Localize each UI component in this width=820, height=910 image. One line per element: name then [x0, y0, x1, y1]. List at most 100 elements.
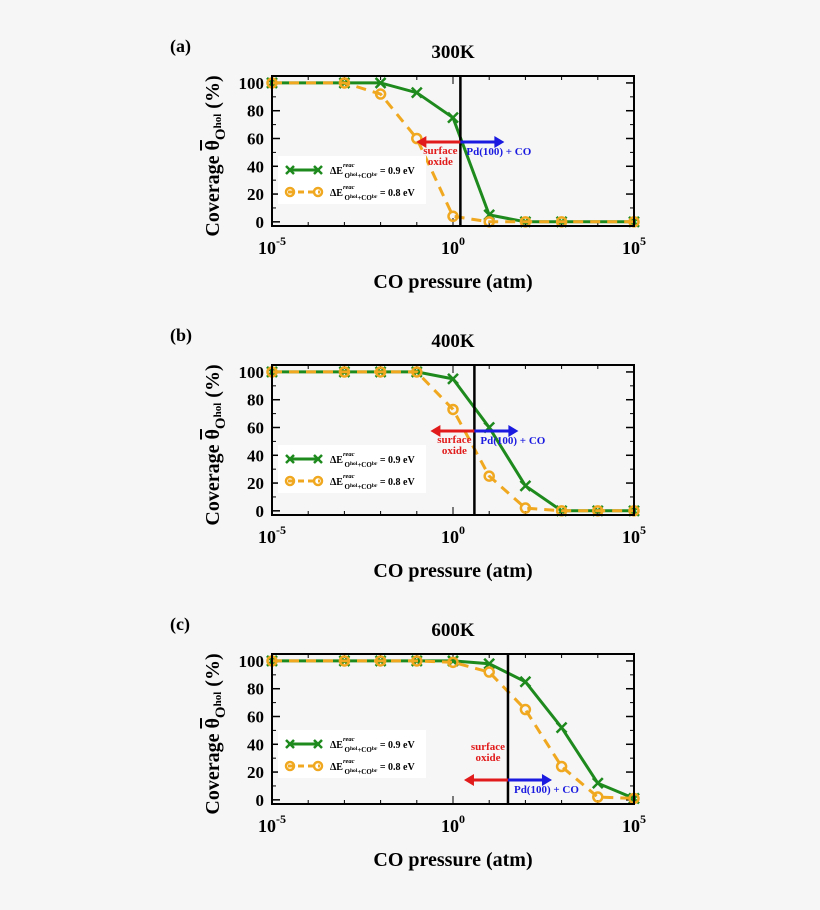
- y-tick-label: 100: [239, 652, 265, 671]
- data-point-o: [555, 760, 568, 773]
- y-tick-label: 100: [239, 363, 265, 382]
- data-point-x: [374, 77, 387, 89]
- x-tick-label: 105: [622, 234, 646, 258]
- x-tick-label: 10-5: [258, 812, 286, 836]
- panel-title: 600K: [431, 620, 475, 641]
- data-point-o: [411, 366, 423, 378]
- legend-label: ΔEreac Ohol+CObr = 0.8 eV: [330, 758, 415, 776]
- y-tick-label: 100: [239, 74, 265, 93]
- arrow-left-red: [430, 425, 475, 437]
- panel-label: (c): [170, 614, 190, 635]
- y-tick-label: 60: [247, 708, 264, 727]
- data-point-o: [447, 656, 459, 669]
- series-line-1: [272, 659, 635, 800]
- plot-frame: [271, 364, 635, 516]
- x-tick-label: 105: [622, 523, 646, 547]
- legend-marker-o: [284, 186, 296, 198]
- legend-label: ΔEreac Ohol+CObr = 0.9 eV: [330, 162, 415, 180]
- panel-600k: (c) 600K 0 20 40 60 80 100 10-5 100 105 CO pressure…: [170, 614, 646, 871]
- annotation-surface-oxide: surface oxide: [437, 434, 471, 457]
- legend-label: ΔEreac Ohol+CObr = 0.8 eV: [330, 184, 415, 202]
- y-tick-label: 20: [247, 763, 264, 782]
- data-point-o: [519, 502, 532, 514]
- y-tick-label: 40: [247, 735, 264, 754]
- x-tick-label: 10-5: [258, 523, 286, 547]
- annotation-pd100-co: Pd(100) + CO: [514, 784, 579, 796]
- panel-300k: (a) 300K 0 20 40 60 80 100 10-5 100 105 CO pressure…: [170, 36, 646, 293]
- legend-marker-x: [313, 739, 323, 749]
- legend-marker-o: [312, 475, 324, 487]
- legend-label: ΔEreac Ohol+CObr = 0.9 eV: [330, 451, 415, 469]
- data-point-o: [411, 655, 423, 667]
- data-point-o: [447, 210, 459, 223]
- y-tick-label: 40: [247, 157, 264, 176]
- y-tick-label: 40: [247, 446, 264, 465]
- y-tick-label: 0: [256, 502, 265, 521]
- annotation-surface-oxide: surface oxide: [471, 741, 505, 764]
- y-axis-title: Coverage θOhol (%): [202, 75, 229, 236]
- y-tick-label: 0: [256, 791, 265, 810]
- data-point-x: [447, 111, 459, 124]
- annotation-pd100-co: Pd(100) + CO: [466, 146, 531, 158]
- legend: ΔEreac Ohol+CObr = 0.9 eV ΔEreac Ohol+CObr …: [278, 730, 426, 778]
- data-point-o: [338, 655, 351, 667]
- y-tick-label: 20: [247, 185, 264, 204]
- arrow-right-blue: [474, 425, 519, 437]
- plot-area: [272, 654, 634, 804]
- legend-marker-o: [312, 760, 324, 772]
- y-tick-label: 80: [247, 102, 264, 121]
- data-point-o: [483, 470, 495, 482]
- plot-frame: [271, 75, 635, 227]
- x-tick-label: 100: [441, 523, 465, 547]
- x-tick-label: 100: [441, 812, 465, 836]
- series-line-1: [272, 81, 634, 224]
- y-tick-label: 20: [247, 474, 264, 493]
- x-axis-title: CO pressure (atm): [373, 271, 532, 293]
- y-tick-label: 0: [256, 213, 265, 232]
- plot-frame: [271, 653, 635, 805]
- data-point-o: [483, 666, 495, 678]
- legend-box: [278, 730, 426, 778]
- y-tick-label: 60: [247, 130, 264, 149]
- legend-marker-x: [285, 454, 295, 464]
- data-point-o: [592, 791, 604, 803]
- legend-marker-o: [312, 186, 324, 198]
- legend-marker-x: [285, 739, 295, 749]
- panel-label: (a): [170, 36, 191, 57]
- y-tick-label: 80: [247, 680, 264, 699]
- x-tick-label: 105: [622, 812, 646, 836]
- legend-marker-x: [285, 165, 295, 175]
- legend-marker-o: [284, 760, 296, 772]
- data-point-o: [338, 77, 351, 89]
- data-point-o: [519, 703, 532, 716]
- y-axis-title: Coverage θOhol (%): [202, 364, 229, 525]
- legend: ΔEreac Ohol+CObr = 0.9 eV ΔEreac Ohol+CObr …: [278, 156, 426, 204]
- series-line-1: [272, 370, 634, 513]
- y-tick-label: 80: [247, 391, 264, 410]
- annotation-pd100-co: Pd(100) + CO: [480, 435, 545, 447]
- data-point-x: [555, 721, 568, 734]
- legend-marker-o: [284, 475, 296, 487]
- annotation-surface-oxide: surface oxide: [423, 145, 457, 168]
- x-axis-title: CO pressure (atm): [373, 560, 532, 582]
- legend: ΔEreac Ohol+CObr = 0.9 eV ΔEreac Ohol+CObr …: [278, 445, 426, 493]
- data-point-x: [483, 657, 496, 670]
- data-point-x: [591, 777, 604, 790]
- data-point-o: [374, 88, 387, 100]
- data-point-o: [411, 132, 423, 145]
- panel-label: (b): [170, 325, 192, 346]
- legend-box: [278, 156, 426, 204]
- y-axis-title: Coverage θOhol (%): [202, 653, 229, 814]
- data-point-o: [374, 655, 387, 667]
- legend-label: ΔEreac Ohol+CObr = 0.9 eV: [330, 736, 415, 754]
- arrow-right-blue: [460, 136, 505, 148]
- x-tick-label: 10-5: [258, 234, 286, 258]
- legend-box: [278, 445, 426, 493]
- x-axis-title: CO pressure (atm): [373, 849, 532, 871]
- panel-title: 300K: [431, 42, 475, 63]
- panel-title: 400K: [431, 331, 475, 352]
- arrow-left-red: [463, 774, 508, 786]
- data-point-x: [519, 675, 532, 688]
- arrow-right-blue: [507, 774, 552, 786]
